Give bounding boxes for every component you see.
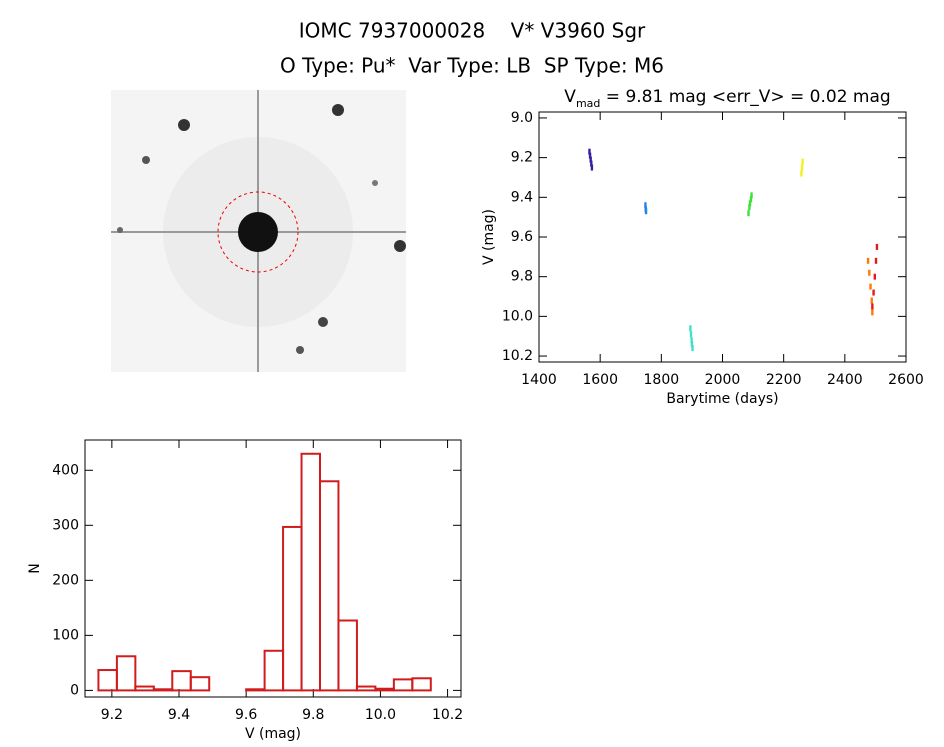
data-point: [801, 158, 804, 165]
title-part: = 9.81 mag <err_V> = 0.02 mag: [600, 87, 890, 107]
y-axis-label: V (mag): [481, 209, 497, 265]
histogram-bar: [411, 677, 432, 692]
x-tick-label: 1400: [521, 372, 557, 388]
x-tick-label: 2600: [888, 372, 924, 388]
data-point: [590, 164, 594, 171]
histogram-bar: [171, 670, 192, 692]
star: [142, 156, 150, 164]
histogram-bar: [97, 669, 118, 692]
data-point: [589, 156, 592, 163]
data-point: [588, 148, 591, 155]
histogram-bar: [134, 685, 155, 692]
data-point: [871, 303, 874, 310]
y-tick-label: 10.2: [502, 348, 533, 364]
x-tick-label: 9.4: [168, 707, 190, 723]
title-part: V: [564, 87, 576, 107]
histogram-bar: [300, 452, 321, 692]
star: [178, 119, 190, 131]
data-point: [748, 204, 751, 211]
aperture: [217, 191, 299, 273]
x-tick-label: 1600: [582, 372, 618, 388]
data-point: [588, 152, 592, 159]
data-point: [872, 289, 875, 296]
page-subtitle: O Type: Pu* Var Type: LB SP Type: M6: [280, 54, 664, 78]
histogram-bar: [392, 678, 414, 692]
y-tick-label: 9.8: [511, 269, 533, 285]
x-tick-label: 10.0: [365, 707, 396, 723]
star: [372, 180, 378, 186]
data-point: [590, 160, 593, 167]
x-tick-label: 2400: [827, 372, 863, 388]
y-tick-label: 9.4: [511, 189, 533, 205]
plot-frame: [84, 439, 462, 698]
title-part: mad: [576, 97, 600, 110]
y-tick-label: 10.0: [502, 308, 533, 324]
histogram-bar: [152, 688, 174, 692]
plot-frame: [538, 111, 907, 363]
histogram-bar: [282, 525, 303, 692]
data-point: [873, 273, 877, 280]
histogram-bar: [337, 619, 358, 692]
y-tick-label: 300: [52, 517, 79, 533]
x-tick-label: 1800: [644, 372, 680, 388]
star: [117, 227, 123, 233]
y-tick-label: 9.6: [511, 229, 533, 245]
data-point: [868, 269, 871, 276]
target-star: [238, 212, 278, 252]
x-tick-label: 9.8: [302, 707, 324, 723]
y-tick-label: 9.0: [511, 110, 533, 126]
x-tick-label: 10.2: [432, 707, 463, 723]
data-point: [875, 243, 879, 250]
histogram-bar: [374, 687, 395, 692]
histogram-bar: [115, 655, 137, 692]
data-point: [644, 208, 648, 215]
y-tick-label: 200: [52, 572, 79, 588]
data-point: [747, 210, 750, 217]
data-point: [870, 297, 873, 304]
x-tick-label: 9.2: [101, 707, 123, 723]
data-point: [750, 192, 753, 199]
data-point: [869, 283, 872, 290]
x-axis-label: V (mag): [245, 726, 301, 742]
data-point: [749, 196, 753, 203]
star: [394, 240, 406, 252]
y-tick-label: 400: [52, 462, 79, 478]
star: [332, 104, 344, 116]
sky-image: [111, 90, 406, 372]
data-point: [644, 202, 647, 209]
x-axis-label: Barytime (days): [666, 391, 778, 407]
data-point: [874, 257, 878, 264]
data-point: [690, 337, 693, 344]
y-axis-label: N: [27, 563, 43, 573]
histogram-bar: [263, 649, 285, 692]
star: [318, 317, 328, 327]
data-point: [689, 331, 693, 338]
data-point: [690, 341, 694, 348]
histogram-bar: [319, 480, 340, 692]
y-tick-label: 100: [52, 627, 79, 643]
data-point: [689, 325, 692, 332]
y-tick-label: 0: [70, 682, 79, 698]
star: [296, 346, 304, 354]
page-title: IOMC 7937000028 V* V3960 Sgr: [299, 19, 646, 43]
data-point: [800, 170, 803, 177]
histogram-bar: [189, 676, 211, 692]
data-point: [871, 309, 874, 316]
y-tick-label: 9.2: [511, 150, 533, 166]
data-point: [691, 345, 694, 352]
x-tick-label: 2200: [766, 372, 802, 388]
histogram-bar: [245, 688, 266, 692]
histogram-bar: [355, 685, 377, 692]
data-point: [748, 200, 752, 207]
data-point: [866, 257, 870, 264]
x-tick-label: 9.6: [235, 707, 257, 723]
x-tick-label: 2000: [705, 372, 741, 388]
chart-title: Vmad = 9.81 mag <err_V> = 0.02 mag: [564, 87, 890, 110]
data-point: [800, 164, 804, 171]
